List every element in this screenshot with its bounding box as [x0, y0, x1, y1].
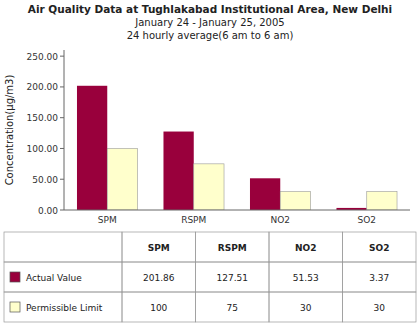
- legend-label: Permissible Limit: [26, 303, 103, 313]
- y-tick-label: 200.00: [27, 82, 59, 92]
- y-tick: [60, 56, 64, 57]
- legend-swatch: [10, 272, 20, 282]
- x-tick-label: SPM: [98, 215, 117, 225]
- y-tick: [60, 117, 64, 118]
- x-axis: SPM RSPM NO2 SO2: [64, 210, 410, 225]
- bar: [367, 192, 397, 210]
- x-tick-label: RSPM: [181, 215, 206, 225]
- y-tick: [60, 148, 64, 149]
- x-tick-label: NO2: [270, 215, 290, 225]
- legend-label: Actual Value: [26, 273, 82, 283]
- table-cell: [269, 292, 343, 322]
- table-cell: [196, 262, 270, 292]
- page: {"chart_data": { "type": "bar", "title":…: [0, 0, 420, 331]
- table-cell: [343, 232, 417, 262]
- y-axis-label: Concentration(µg/m3): [4, 75, 15, 186]
- bar: [280, 192, 310, 210]
- table-cell: [196, 292, 270, 322]
- table-cell: [269, 232, 343, 262]
- y-tick-label: 0.00: [38, 206, 58, 216]
- chart: Air Quality Data at Tughlakabad Institut…: [0, 0, 420, 331]
- table-cell: [122, 232, 196, 262]
- table-cell: [4, 292, 122, 322]
- table-cell: [4, 232, 122, 262]
- bar: [250, 178, 280, 210]
- title: January 24 - January 25, 2005: [134, 17, 284, 28]
- bar: [107, 148, 137, 210]
- table-value: 201.86: [143, 273, 175, 283]
- table-cell: [269, 262, 343, 292]
- x-tick-label: SO2: [357, 215, 376, 225]
- y-tick: [60, 210, 64, 211]
- y-tick-label: 100.00: [27, 144, 59, 154]
- legend-swatch: [10, 302, 20, 312]
- bars: [77, 86, 397, 210]
- y-axis-line: [64, 50, 65, 210]
- table-cell: [343, 262, 417, 292]
- table-cell: [122, 292, 196, 322]
- table-header: SO2: [369, 243, 389, 253]
- bar: [77, 86, 107, 210]
- table-cell: [4, 262, 122, 292]
- bar: [194, 164, 224, 210]
- table-value: 100: [150, 303, 167, 313]
- table-cell: [343, 292, 417, 322]
- table-value: 3.37: [369, 273, 389, 283]
- title-group: Air Quality Data at Tughlakabad Institut…: [28, 3, 392, 41]
- y-tick-label: 150.00: [27, 113, 59, 123]
- table-header: NO2: [295, 243, 316, 253]
- data-table: SPM RSPM NO2 SO2 Actual Value 201.86 127.51 51.…: [4, 232, 416, 322]
- table-value: 127.51: [217, 273, 249, 283]
- y-tick-label: 50.00: [32, 175, 58, 185]
- title: Air Quality Data at Tughlakabad Institut…: [28, 3, 392, 15]
- y-tick: [60, 179, 64, 180]
- table-header: RSPM: [218, 243, 247, 253]
- table-cell: [122, 262, 196, 292]
- y-axis: 0.00 50.00 100.00 150.00 200.00 250.00: [27, 50, 65, 216]
- table-value: 51.53: [293, 273, 319, 283]
- x-axis-line: [64, 210, 410, 211]
- table-value: 75: [227, 303, 238, 313]
- y-tick-label: 250.00: [27, 52, 59, 62]
- y-tick: [60, 86, 64, 87]
- table-value: 30: [374, 303, 386, 313]
- bar: [163, 132, 193, 210]
- table-header: SPM: [148, 243, 170, 253]
- table-value: 30: [300, 303, 312, 313]
- table-cell: [196, 232, 270, 262]
- title: 24 hourly average(6 am to 6 am): [127, 30, 294, 41]
